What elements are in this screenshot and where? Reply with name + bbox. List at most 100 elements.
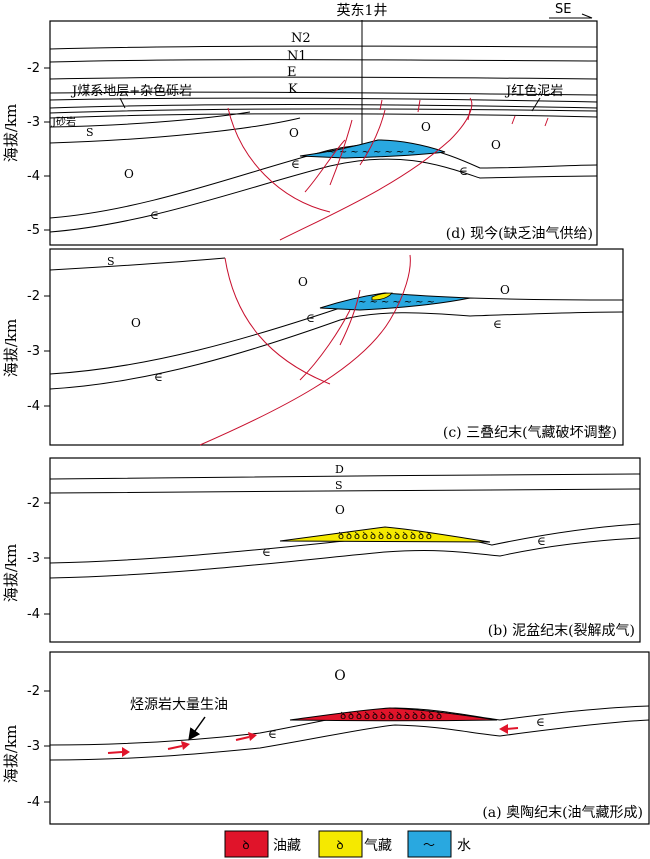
water-symbols: ~~~~~~~ <box>358 297 438 308</box>
tick-label: -2 <box>27 684 40 699</box>
stratum-label: ∈ <box>262 545 271 559</box>
water-body <box>299 139 446 159</box>
migration-arrow <box>235 732 257 741</box>
stratum-label: ∈ <box>150 208 159 222</box>
stratum-label: ∈ <box>536 715 545 729</box>
tick-label: -4 <box>27 795 40 810</box>
tick-label: -4 <box>27 399 40 414</box>
panel-caption: (d) 现今(缺乏油气供给) <box>446 226 593 242</box>
water-body <box>319 292 471 311</box>
panel-caption: (b) 泥盆纪末(裂解成气) <box>488 623 635 639</box>
stratum-label: O <box>491 138 501 152</box>
tick-label: -2 <box>27 61 40 76</box>
direction-indicator: SE <box>549 2 593 19</box>
migration-arrow <box>167 741 190 750</box>
stratum-label: S <box>107 255 115 268</box>
stratum-label: ∈ <box>459 164 468 178</box>
panel-c-frame <box>49 248 624 446</box>
oil-symbols: ꝺꝺꝺꝺꝺꝺꝺꝺꝺꝺꝺꝺꝺ <box>340 711 444 722</box>
stratum-label: E <box>287 65 297 80</box>
well-name: 英东1井 <box>337 2 388 19</box>
panel-a: -2 -3 -4 海拔/km ꝺꝺꝺꝺꝺꝺꝺꝺꝺꝺꝺꝺꝺ O ∈ ∈ 烃源岩大量… <box>2 651 650 825</box>
tick-label: -3 <box>27 739 40 754</box>
migration-arrow <box>499 724 519 734</box>
stratum-label: O <box>500 283 510 297</box>
stratum-label: ∈ <box>493 317 502 331</box>
direction-label: SE <box>555 2 571 17</box>
tick-label: -5 <box>27 223 40 238</box>
panel-caption: (a) 奥陶纪末(油气藏形成) <box>482 804 643 821</box>
source-rock-annotation: 烃源岩大量生油 <box>130 697 228 713</box>
gas-symbol-icon: ꝺ <box>336 838 343 852</box>
legend-swatch-water <box>407 830 452 858</box>
panel-a-frame <box>49 651 650 825</box>
stratum-label: O <box>335 503 345 517</box>
panel-b-y-axis: -2 -3 -4 海拔/km <box>2 496 50 622</box>
panel-d-frame <box>49 20 598 246</box>
panel-d-y-axis: -2 -3 -4 -5 海拔/km <box>2 61 50 238</box>
legend-label: 水 <box>457 838 471 854</box>
stratum-label: O <box>421 120 431 134</box>
stratum-label: N1 <box>287 49 307 64</box>
stratum-label: N2 <box>291 31 311 46</box>
stratum-label: O <box>334 668 345 684</box>
tick-label: -3 <box>27 551 40 566</box>
tick-label: -4 <box>27 169 40 184</box>
panel-d-horizons <box>49 45 598 233</box>
callout-leader <box>119 97 126 109</box>
legend: ꝺ 油藏 ꝺ 气藏 ～ 水 <box>224 830 471 858</box>
legend-label: 油藏 <box>273 838 301 854</box>
tick-label: -4 <box>27 607 40 622</box>
stratum-label: O <box>131 316 141 330</box>
gas-symbols: ꝺꝺꝺꝺꝺꝺꝺꝺꝺꝺꝺꝺ <box>338 531 434 542</box>
axis-title: 海拔/km <box>2 319 20 377</box>
stratum-label: D <box>335 463 344 476</box>
tick-label: -3 <box>27 115 40 130</box>
stratum-label: O <box>124 167 134 181</box>
stratum-label: ∈ <box>268 727 277 741</box>
legend-swatch-gas <box>318 830 363 858</box>
stratum-label: O <box>298 275 308 289</box>
legend-item-oil: ꝺ 油藏 <box>224 830 301 858</box>
panel-caption: (c) 三叠纪末(气藏破坏调整) <box>443 425 617 441</box>
panel-c-y-axis: -2 -3 -4 海拔/km <box>2 289 50 414</box>
panel-d: -2 -3 -4 -5 海拔/km ~~~~~~~~ <box>2 20 598 246</box>
stratum-label: K <box>288 82 298 97</box>
panel-c-faults <box>199 254 411 446</box>
oil-body <box>289 707 498 722</box>
tick-label: -2 <box>27 496 40 511</box>
water-symbol-icon: ～ <box>423 838 435 852</box>
legend-item-gas: ꝺ 气藏 <box>318 830 392 858</box>
stratum-label: ∈ <box>306 311 315 325</box>
stratum-label: ∈ <box>154 370 163 384</box>
legend-item-water: ～ 水 <box>407 830 471 858</box>
legend-swatch-oil <box>224 830 269 858</box>
panel-d-faults <box>227 97 549 241</box>
stratum-label: ∈ <box>537 534 546 548</box>
water-symbols: ~~~~~~~~ <box>327 147 418 158</box>
tick-label: -3 <box>27 344 40 359</box>
legend-label: 气藏 <box>364 838 392 854</box>
oil-symbol-icon: ꝺ <box>242 838 249 852</box>
stratum-label: ∈ <box>291 157 300 171</box>
gas-body <box>371 292 393 301</box>
tick-label: -2 <box>27 289 40 304</box>
panel-a-y-axis: -2 -3 -4 海拔/km <box>2 684 50 810</box>
stratum-label: O <box>289 126 299 140</box>
oil-migration-arrows <box>107 724 519 757</box>
axis-title: 海拔/km <box>2 725 20 783</box>
callout-j-coal: J煤系地层+杂色砾岩 <box>70 83 192 99</box>
callout-leader <box>531 97 541 112</box>
callout-j-sandstone: J砂岩 <box>51 115 76 128</box>
panel-b-frame <box>49 457 641 643</box>
annotation-arrow <box>188 716 206 741</box>
panel-c: -2 -3 -4 海拔/km ~~~~~~~ S O O O ∈ ∈ ∈ (c)… <box>2 248 624 446</box>
migration-arrow <box>107 747 130 757</box>
stratum-label: S <box>86 126 94 139</box>
panel-b-horizons <box>49 473 641 579</box>
axis-title: 海拔/km <box>2 104 20 162</box>
axis-title: 海拔/km <box>2 544 20 602</box>
callout-j-red-mudstone: J红色泥岩 <box>504 83 563 99</box>
gas-body <box>279 526 491 543</box>
